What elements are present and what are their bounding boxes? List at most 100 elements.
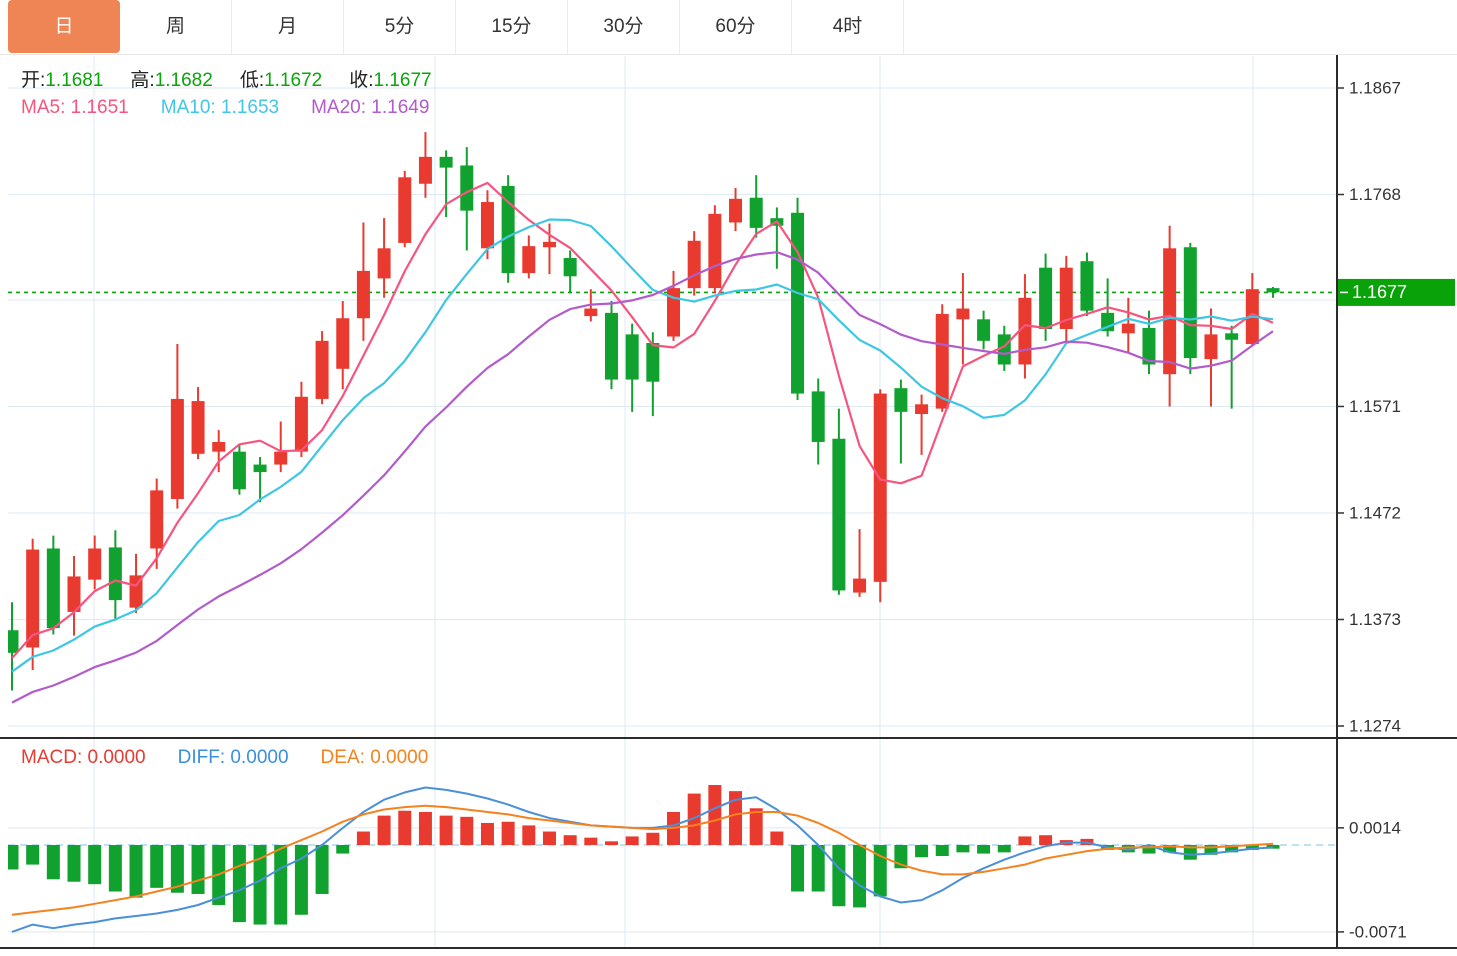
macd-bar (956, 845, 970, 853)
candle-body (480, 202, 494, 249)
macd-bar (67, 845, 81, 882)
candle-body (1142, 327, 1156, 365)
candle-body (1204, 334, 1218, 360)
low-value: 1.1672 (264, 70, 323, 91)
macd-bar (1204, 845, 1218, 855)
macd-bar (542, 831, 556, 845)
macd-bar (935, 845, 949, 857)
macd-bar (274, 845, 288, 925)
candle-body (956, 308, 970, 320)
candle-body (708, 213, 722, 289)
macd-bar (294, 845, 308, 915)
candle-body (1080, 261, 1094, 311)
macd-bar (811, 845, 825, 892)
tab-m15[interactable]: 15分 (456, 0, 568, 54)
macd-readout: MACD: 0.0000 DIFF: 0.0000 DEA: 0.0000 (21, 747, 460, 769)
macd-bar (1039, 835, 1053, 845)
ohlc-readout: 开:1.1681 高:1.1682 低:1.1672 收:1.1677 (21, 65, 459, 92)
macd-bar (646, 832, 660, 845)
macd-axis-label: 0.0014 (1349, 818, 1401, 837)
ma5-line (11, 181, 1274, 659)
macd-bars (8, 785, 1280, 925)
candle-body (108, 547, 122, 601)
candle-body (832, 438, 846, 591)
candle-body (398, 177, 412, 243)
macd-bar (480, 822, 494, 845)
candle-body (729, 198, 743, 223)
candle-body (8, 630, 19, 653)
candle-body (356, 270, 370, 319)
candle-body (88, 548, 102, 580)
open-label: 开: (21, 70, 46, 91)
macd-bar (8, 845, 19, 870)
candle-body (1183, 247, 1197, 359)
macd-bar (522, 825, 536, 845)
macd-bar (253, 845, 267, 925)
tab-day[interactable]: 日 (8, 0, 120, 53)
tab-h4[interactable]: 4时 (792, 0, 904, 54)
macd-bar (791, 845, 805, 892)
candle-body (811, 391, 825, 442)
macd-bar (1245, 845, 1259, 850)
macd-bar (336, 845, 350, 854)
macd-bar (997, 845, 1011, 853)
candle-body (522, 246, 536, 274)
y-axis-label: 1.1472 (1349, 503, 1401, 522)
ma5-label: MA5: (21, 97, 66, 118)
candle-body (212, 441, 226, 452)
macd-bar (377, 815, 391, 845)
low-label: 低: (239, 70, 265, 91)
candle-body (563, 257, 577, 277)
macd-bar (26, 845, 40, 865)
macd-bar (1266, 845, 1280, 849)
candle-body (1059, 267, 1073, 329)
candle-body (274, 451, 288, 465)
tab-month[interactable]: 月 (232, 0, 344, 54)
macd-bar (832, 845, 846, 907)
diff-label: DIFF: (177, 747, 226, 768)
macd-bar (625, 836, 639, 845)
candle-body (501, 185, 515, 274)
high-label: 高: (130, 70, 155, 91)
ma20-label: MA20: (311, 97, 367, 118)
candle-body (977, 319, 991, 341)
candle-body (191, 401, 205, 454)
dea-value: 0.0000 (370, 747, 429, 768)
macd-value: 0.0000 (87, 747, 146, 768)
ma5-value: 1.1651 (70, 97, 129, 118)
tab-week[interactable]: 周 (120, 0, 232, 54)
ma20-line (11, 251, 1274, 704)
macd-bar (439, 815, 453, 845)
macd-bar (1018, 836, 1032, 845)
candle-body (873, 393, 887, 582)
macd-bar (46, 845, 60, 880)
open-value: 1.1681 (45, 70, 104, 91)
macd-bar (977, 845, 991, 854)
candle-body (129, 575, 143, 608)
y-axis-label: 1.1571 (1349, 397, 1401, 416)
candle-body (935, 313, 949, 409)
candle-body (542, 241, 556, 248)
tab-m60[interactable]: 60分 (680, 0, 792, 54)
candle-body (170, 398, 184, 499)
candle-body (294, 396, 308, 452)
candle-body (894, 388, 908, 412)
candle-body (377, 248, 391, 279)
candle-body (67, 576, 81, 612)
macd-bar (150, 845, 164, 888)
candle-body (584, 308, 598, 317)
macd-bar (563, 835, 577, 845)
macd-bar (398, 810, 412, 845)
candle-body (749, 197, 763, 228)
ma10-label: MA10: (160, 97, 216, 118)
y-axis-label: 1.1373 (1349, 610, 1401, 629)
candle-body (667, 288, 681, 337)
y-axis-label: 1.1867 (1349, 78, 1401, 97)
tab-m30[interactable]: 30分 (568, 0, 680, 54)
tab-m5[interactable]: 5分 (344, 0, 456, 54)
macd-bar (1142, 845, 1156, 854)
macd-bar (708, 785, 722, 845)
timeframe-tabbar: 日周月 5分 15分 30分 60分 4时 (0, 0, 1457, 55)
